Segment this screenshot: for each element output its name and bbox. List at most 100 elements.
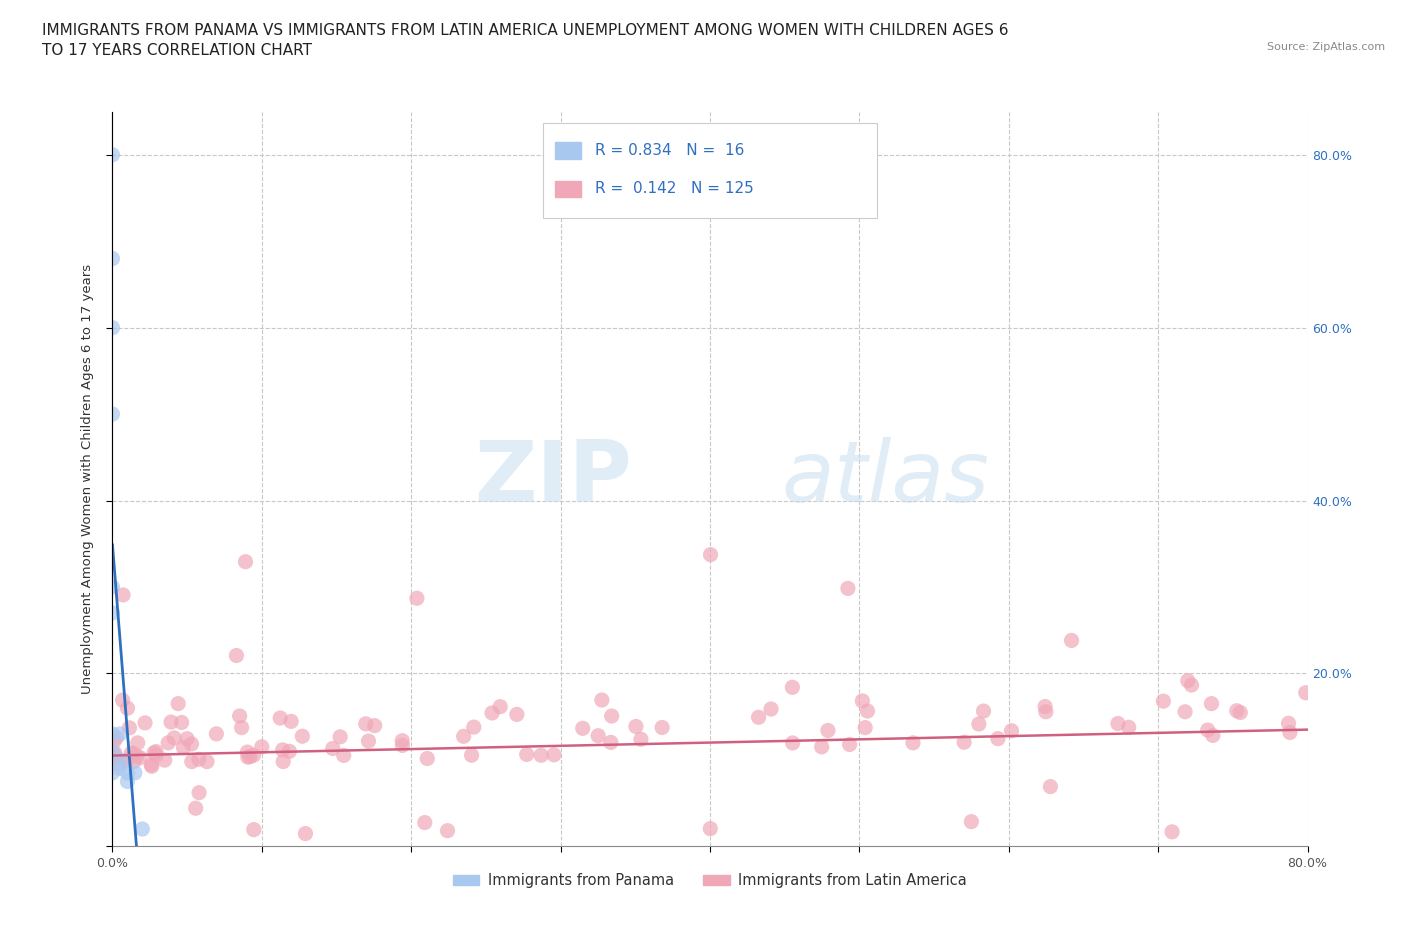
Point <box>1000 724 1022 738</box>
Point <box>1295 685 1317 700</box>
Point <box>170 715 193 730</box>
Point <box>167 697 190 711</box>
Point <box>699 547 721 562</box>
Point <box>1118 720 1140 735</box>
Point <box>180 754 202 769</box>
Point <box>108 756 131 771</box>
FancyBboxPatch shape <box>554 180 581 197</box>
Point <box>453 729 475 744</box>
Point <box>125 749 148 764</box>
Point <box>131 821 153 836</box>
Point <box>205 726 228 741</box>
Point <box>901 736 924 751</box>
Point <box>1035 704 1057 719</box>
Point <box>108 726 131 741</box>
Point <box>1152 694 1174 709</box>
Point <box>278 744 301 759</box>
Point <box>129 751 152 765</box>
Point <box>104 746 127 761</box>
Point <box>1226 703 1249 718</box>
Point <box>586 728 609 743</box>
Point <box>391 738 413 753</box>
Point <box>172 740 194 755</box>
Point <box>363 718 385 733</box>
Point <box>228 709 250 724</box>
Point <box>1201 697 1223 711</box>
Point <box>104 749 127 764</box>
Point <box>1278 725 1301 740</box>
Point <box>236 750 259 764</box>
Text: R =  0.142   N = 125: R = 0.142 N = 125 <box>595 181 754 196</box>
Point <box>101 751 124 766</box>
Point <box>1229 705 1251 720</box>
Point <box>332 748 354 763</box>
Text: Source: ZipAtlas.com: Source: ZipAtlas.com <box>1267 42 1385 52</box>
Point <box>853 720 876 735</box>
Point <box>463 720 485 735</box>
Point <box>239 750 262 764</box>
Point <box>118 721 141 736</box>
Point <box>1202 728 1225 743</box>
Point <box>481 706 503 721</box>
Y-axis label: Unemployment Among Women with Children Ages 6 to 17 years: Unemployment Among Women with Children A… <box>80 264 94 694</box>
Point <box>416 751 439 766</box>
Point <box>101 744 124 759</box>
Point <box>591 693 613 708</box>
Legend: Immigrants from Panama, Immigrants from Latin America: Immigrants from Panama, Immigrants from … <box>447 868 973 894</box>
Point <box>195 754 218 769</box>
Point <box>953 735 976 750</box>
Point <box>117 765 139 780</box>
Point <box>108 752 131 767</box>
Point <box>782 680 804 695</box>
Point <box>101 406 124 421</box>
Point <box>176 731 198 746</box>
Point <box>122 746 145 761</box>
Point <box>406 591 429 605</box>
Point <box>188 785 211 800</box>
Point <box>699 821 721 836</box>
Point <box>124 765 146 780</box>
Point <box>837 581 859 596</box>
Point <box>1174 704 1197 719</box>
Point <box>391 733 413 748</box>
Point <box>460 748 482 763</box>
Point <box>530 748 553 763</box>
Point <box>987 731 1010 746</box>
Point <box>127 736 149 751</box>
Point <box>294 826 316 841</box>
Point <box>1277 716 1299 731</box>
Point <box>651 720 673 735</box>
Point <box>111 693 134 708</box>
Point <box>120 746 142 761</box>
Point <box>236 745 259 760</box>
Point <box>1177 673 1199 688</box>
Point <box>322 741 344 756</box>
Point <box>153 752 176 767</box>
Point <box>101 320 124 335</box>
Point <box>782 736 804 751</box>
Point <box>112 588 135 603</box>
Point <box>817 723 839 737</box>
Point <box>101 579 124 594</box>
Point <box>354 716 377 731</box>
Point <box>187 752 209 767</box>
Point <box>1197 723 1219 737</box>
Point <box>108 761 131 776</box>
Point <box>973 704 995 719</box>
Point <box>960 814 983 829</box>
Point <box>231 720 253 735</box>
Point <box>624 719 647 734</box>
Text: ZIP: ZIP <box>475 437 633 521</box>
Point <box>101 251 124 266</box>
Point <box>1180 678 1202 693</box>
Point <box>145 748 167 763</box>
Point <box>1161 824 1184 839</box>
Point <box>489 699 512 714</box>
Point <box>838 737 860 751</box>
Point <box>101 726 124 741</box>
Point <box>101 147 124 162</box>
Point <box>180 737 202 751</box>
Point <box>506 707 529 722</box>
Point <box>104 750 127 764</box>
Point <box>225 648 247 663</box>
